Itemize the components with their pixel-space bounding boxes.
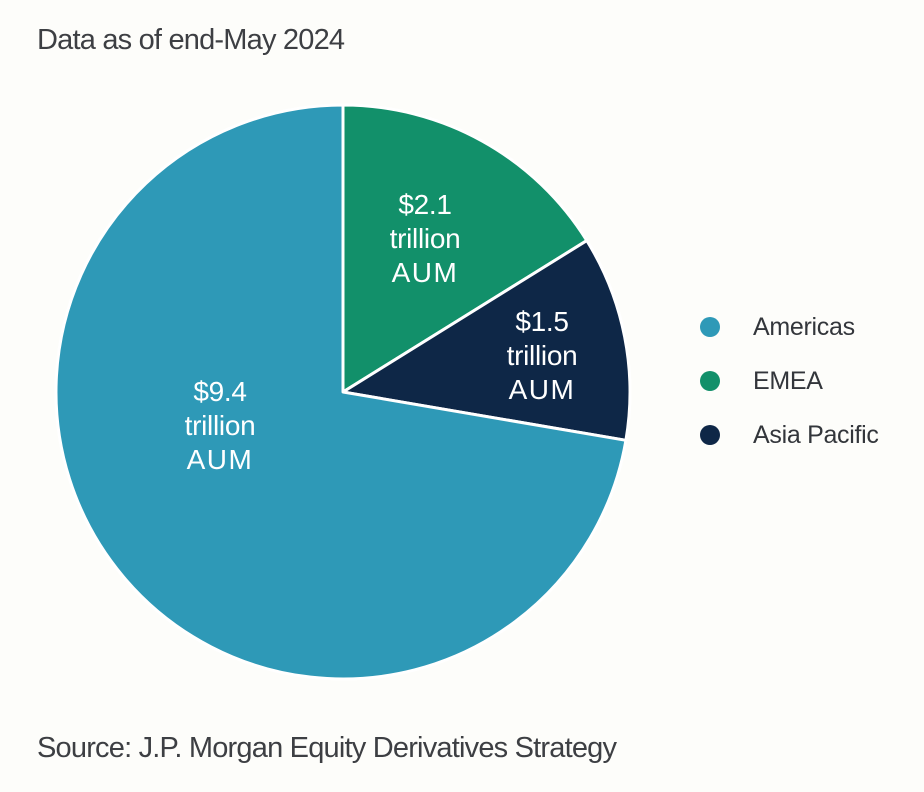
legend-dot-icon [700, 425, 720, 445]
pie-slice-americas [54, 103, 628, 681]
legend-dot-icon [700, 371, 720, 391]
legend-label: Americas [753, 312, 855, 341]
legend-dot-icon [700, 317, 720, 337]
source-note: Source: J.P. Morgan Equity Derivatives S… [37, 732, 617, 764]
pie-slice-asia-pacific [341, 239, 632, 442]
legend: Americas EMEA Asia Pacific [700, 312, 879, 450]
legend-label: Asia Pacific [753, 420, 879, 449]
legend-item-asia-pacific: Asia Pacific [700, 420, 879, 450]
legend-item-emea: EMEA [700, 366, 879, 396]
legend-item-americas: Americas [700, 312, 879, 342]
pie-chart [54, 103, 632, 681]
chart-title: Data as of end-May 2024 [37, 24, 345, 56]
legend-label: EMEA [753, 366, 823, 395]
pie-slice-emea [341, 103, 589, 394]
